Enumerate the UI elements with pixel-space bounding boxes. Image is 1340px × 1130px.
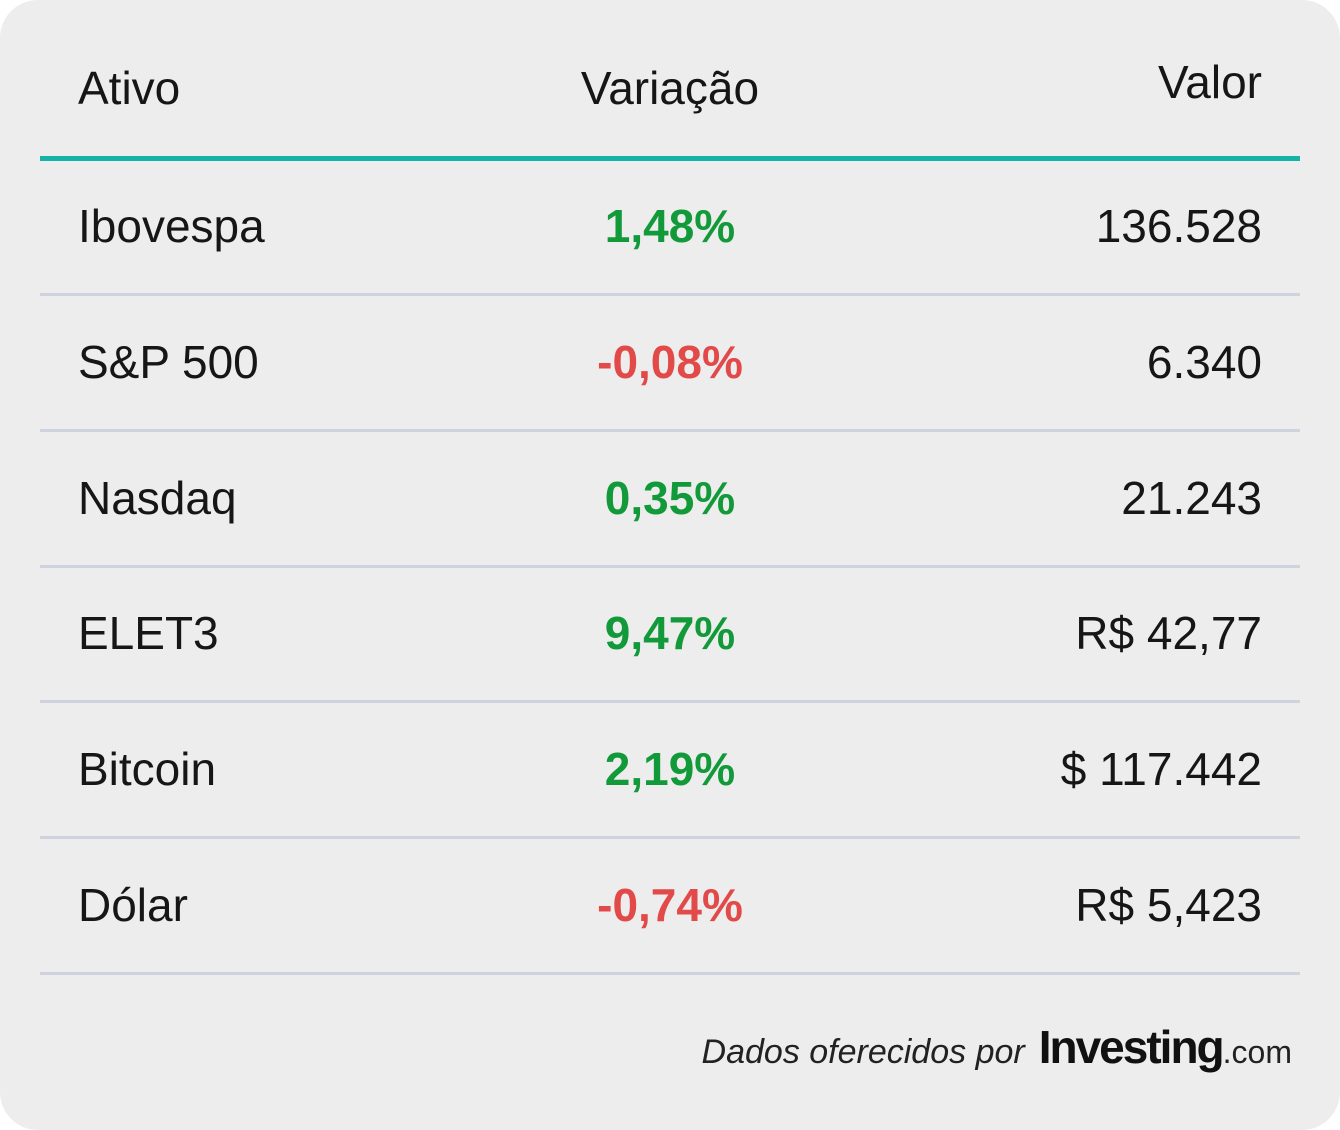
logo: Investing — [1038, 1021, 1225, 1073]
value: $ 117.442 — [1060, 743, 1262, 796]
row-rule — [40, 972, 1300, 975]
asset-name: Nasdaq — [78, 471, 237, 524]
variation: 9,47% — [604, 607, 736, 660]
asset-name: ELET3 — [78, 607, 219, 660]
asset-name: Bitcoin — [78, 743, 217, 796]
value: R$ 5,423 — [1075, 879, 1262, 931]
asset-name: S&P 500 — [78, 335, 259, 388]
row-rule — [40, 700, 1300, 704]
header-cell: Variação — [580, 62, 760, 114]
row-rule — [40, 293, 1300, 296]
asset-name: Ibovespa — [78, 200, 265, 252]
variation: 1,48% — [604, 200, 736, 252]
asset-name: Dólar — [78, 879, 188, 931]
header-rule — [40, 156, 1300, 161]
variation: 2,19% — [604, 743, 736, 796]
variation: 0,35% — [604, 471, 736, 524]
row-rule — [40, 564, 1300, 568]
logo-suffix: .com — [1222, 1034, 1292, 1070]
header-cell: Ativo — [78, 62, 181, 114]
value: 136.528 — [1095, 200, 1262, 252]
footer: Dados oferecidos por Investing .com — [702, 1020, 1292, 1076]
value: R$ 42,77 — [1075, 607, 1262, 660]
footer-text: Dados oferecidos por — [701, 1033, 1025, 1071]
header-cell: Valor — [1158, 56, 1262, 108]
row-rule — [40, 836, 1300, 840]
value: 6.340 — [1146, 335, 1262, 388]
variation: -0,08% — [597, 335, 743, 388]
variation: -0,74% — [597, 879, 743, 931]
value: 21.243 — [1121, 471, 1262, 524]
row-rule — [40, 428, 1300, 432]
